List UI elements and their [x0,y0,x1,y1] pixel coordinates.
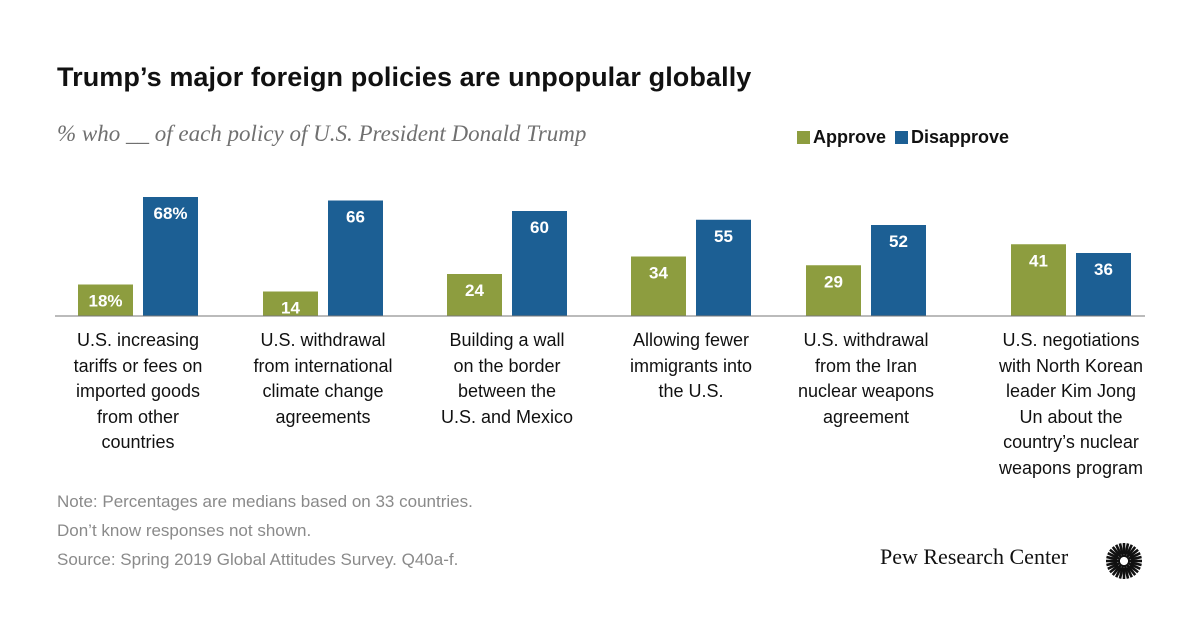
data-label-disapprove-4: 55 [714,227,733,246]
category-label-line: immigrants into [629,355,753,376]
note-line-2: Don’t know responses not shown. [57,521,312,540]
category-label-line: weapons program [998,457,1144,478]
data-label-approve-3: 24 [465,281,484,300]
category-label-line: U.S. and Mexico [440,406,574,427]
bar-disapprove-6 [1076,253,1131,316]
category-label-5: U.S. withdrawal from the Iran nuclear weap… [776,328,956,430]
category-label-6: U.S. negotiations with North Korean leader… [981,328,1161,481]
category-label-line: on the border [453,355,561,376]
category-label-line: U.S. withdrawal [260,330,386,350]
legend-item-approve: Approve [797,127,886,148]
category-label-line: agreements [275,406,371,427]
bar-disapprove-2 [328,200,383,316]
category-label-line: countries [101,432,175,452]
legend-label-approve: Approve [813,127,887,147]
data-label-approve-4: 34 [649,264,668,283]
category-label-2: U.S. withdrawal from international climate… [233,328,413,430]
category-label-1: U.S. increasing tariffs or fees on importe… [48,328,228,456]
category-label-line: U.S. withdrawal [803,330,929,350]
bar-approve-5 [806,265,861,316]
data-label-approve-1: 18% [88,292,122,311]
category-label-line: from other [96,406,180,427]
category-label-line: country’s nuclear [1003,432,1139,452]
data-label-approve-6: 41 [1029,251,1048,270]
bar-approve-3 [447,274,502,316]
data-label-approve-5: 29 [824,272,843,291]
category-label-line: agreement [822,406,910,427]
bar-disapprove-5 [871,225,926,316]
category-label-line: from the Iran [814,355,918,376]
legend: Approve Disapprove [797,127,1018,148]
data-label-disapprove-1: 68% [153,204,187,223]
category-label-line: leader Kim Jong [1005,381,1137,401]
bar-approve-1 [78,284,133,316]
data-label-disapprove-3: 60 [530,218,549,237]
category-label-line: between the [457,381,557,401]
bar-approve-6 [1011,244,1066,316]
legend-swatch-approve [797,131,810,144]
data-label-disapprove-6: 36 [1094,260,1113,279]
pew-sunburst-icon [1106,543,1142,579]
legend-label-disapprove: Disapprove [911,127,1010,147]
category-label-line: U.S. increasing [76,330,200,350]
category-label-line: U.S. negotiations [1002,330,1140,350]
category-label-line: climate change [262,381,384,401]
bar-approve-4 [631,256,686,316]
data-label-approve-2: 14 [281,299,300,318]
category-label-line: Allowing fewer [632,330,750,350]
category-label-line: tariffs or fees on [73,355,203,376]
category-label-line: from international [253,355,393,376]
bar-disapprove-1 [143,197,198,316]
note-line-1: Note: Percentages are medians based on 3… [57,492,473,511]
category-label-4: Allowing fewer immigrants into the U.S. [601,328,781,405]
category-label-line: with North Korean [998,355,1144,376]
bar-disapprove-4 [696,219,751,316]
data-label-disapprove-5: 52 [889,232,908,251]
category-label-line: Un about the [1019,406,1123,427]
source-line: Source: Spring 2019 Global Attitudes Sur… [57,550,459,569]
category-label-line: Building a wall [449,330,565,350]
data-label-disapprove-2: 66 [346,208,365,227]
brand-name: Pew Research Center [880,544,1069,569]
legend-swatch-disapprove [895,131,909,144]
bar-approve-2 [263,291,318,316]
legend-item-disapprove: Disapprove [895,127,1009,148]
category-label-line: the U.S. [658,381,724,401]
bar-disapprove-3 [512,211,567,316]
category-label-line: nuclear weapons [797,381,935,401]
chart-subtitle: % who __ of each policy of U.S. Presiden… [57,121,587,146]
category-label-line: imported goods [75,381,201,401]
category-label-3: Building a wall on the border between the U… [417,328,597,430]
chart-title: Trump’s major foreign policies are unpop… [57,62,752,92]
